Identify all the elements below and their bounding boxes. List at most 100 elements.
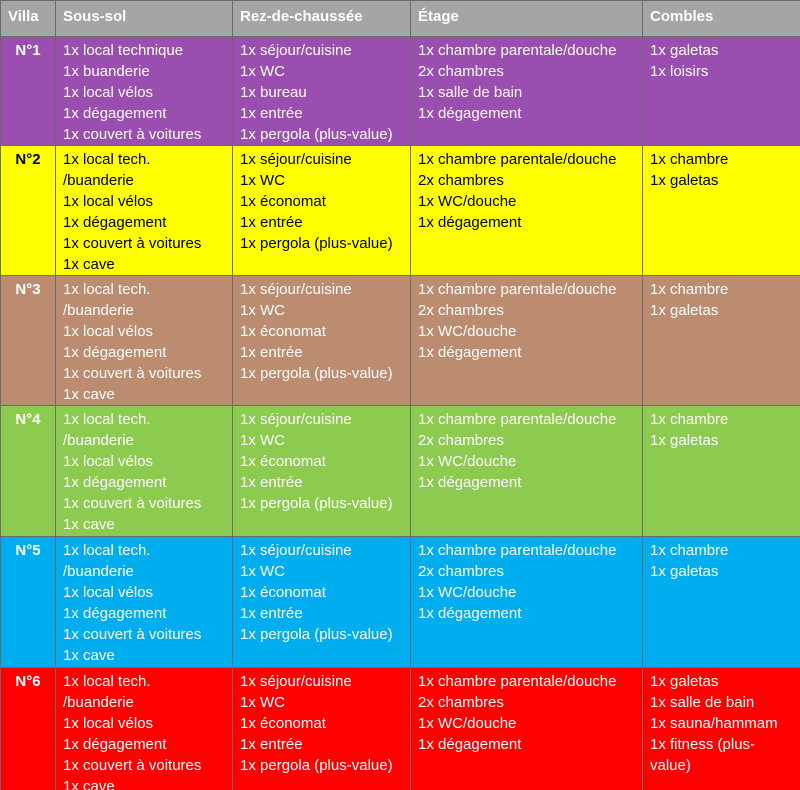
- room-cell: 1x séjour/cuisine 1x WC 1x économat 1x entr…: [232, 405, 411, 537]
- villa-row: N°1 1x local technique 1x buanderie 1x loca…: [0, 36, 800, 146]
- header-cell: Villa: [0, 0, 56, 37]
- room-line: 1x chambre: [650, 542, 729, 559]
- room-line: 1x WC/douche: [418, 193, 517, 210]
- room-line: 1x local vélos: [63, 715, 154, 732]
- room-line: 1x chambre parentale/douche: [418, 151, 617, 168]
- room-line: 1x dégagement: [418, 214, 522, 231]
- room-cell: 1x séjour/cuisine 1x WC 1x bureau 1x entrée…: [232, 36, 411, 146]
- room-cell: 1x galetas 1x salle de bain 1x sauna/hamma…: [642, 667, 800, 790]
- room-line: 2x chambres: [418, 432, 504, 449]
- room-line: 1x buanderie: [63, 63, 150, 80]
- room-cell: 1x séjour/cuisine 1x WC 1x économat 1x entr…: [232, 536, 411, 668]
- room-line: 1x chambre: [650, 281, 729, 298]
- room-line: 1x séjour/cuisine: [240, 281, 352, 298]
- villa-cell: N°3: [0, 275, 56, 406]
- room-line: 1x dégagement: [418, 474, 522, 491]
- room-line: 1x dégagement: [63, 736, 167, 753]
- villa-cell: N°1: [0, 36, 56, 146]
- villa-cell: N°6: [0, 667, 56, 790]
- room-line: 1x séjour/cuisine: [240, 42, 352, 59]
- villa-cell: N°4: [0, 405, 56, 537]
- room-line: 1x entrée: [240, 214, 303, 231]
- room-line: 1x couvert à voitures: [63, 235, 202, 252]
- room-line: 1x local tech.: [63, 151, 151, 168]
- room-line: 1x pergola (plus-value): [240, 495, 393, 512]
- room-line: 1x entrée: [240, 105, 303, 122]
- room-line: 1x économat: [240, 715, 326, 732]
- villa-row: N°3 1x local tech. /buanderie 1x local vélo…: [0, 275, 800, 406]
- room-line: 1x chambre parentale/douche: [418, 42, 617, 59]
- room-line: 1x chambre parentale/douche: [418, 542, 617, 559]
- room-line: 1x entrée: [240, 736, 303, 753]
- villa-row: N°2 1x local tech. /buanderie 1x local vélo…: [0, 145, 800, 276]
- room-line: 1x WC/douche: [418, 584, 517, 601]
- room-line: /buanderie: [63, 694, 134, 711]
- room-line: 1x local vélos: [63, 453, 154, 470]
- room-line: /buanderie: [63, 432, 134, 449]
- room-line: 2x chambres: [418, 694, 504, 711]
- room-line: 1x loisirs: [650, 63, 709, 80]
- room-cell: 1x local tech. /buanderie 1x local vélos 1x…: [55, 536, 233, 668]
- room-line: 1x dégagement: [63, 344, 167, 361]
- villa-row: N°4 1x local tech. /buanderie 1x local vélo…: [0, 405, 800, 537]
- room-line: 1x pergola (plus-value): [240, 626, 393, 643]
- header-row: Villa Sous-sol Rez-de-chaussée Étage Combles: [0, 0, 800, 37]
- room-line: 1x galetas: [650, 563, 719, 580]
- header-cell: Sous-sol: [55, 0, 233, 37]
- room-line: 1x chambre parentale/douche: [418, 411, 617, 428]
- room-line: 1x galetas: [650, 302, 719, 319]
- room-cell: 1x séjour/cuisine 1x WC 1x économat 1x entr…: [232, 667, 411, 790]
- room-line: 1x chambre: [650, 411, 729, 428]
- room-line: 1x pergola (plus-value): [240, 365, 393, 382]
- room-line: /buanderie: [63, 302, 134, 319]
- room-cell: 1x chambre parentale/douche 2x chambres 1x…: [410, 275, 643, 406]
- room-line: 1x couvert à voitures: [63, 495, 202, 512]
- room-line: value): [650, 757, 691, 774]
- room-line: 1x entrée: [240, 474, 303, 491]
- room-line: 1x dégagement: [418, 344, 522, 361]
- room-cell: 1x séjour/cuisine 1x WC 1x économat 1x entr…: [232, 275, 411, 406]
- header-cell: Étage: [410, 0, 643, 37]
- room-line: 1x chambre parentale/douche: [418, 281, 617, 298]
- room-line: 1x local vélos: [63, 323, 154, 340]
- room-cell: 1x local tech. /buanderie 1x local vélos 1x…: [55, 145, 233, 276]
- room-line: 1x galetas: [650, 432, 719, 449]
- room-cell: 1x local technique 1x buanderie 1x local v…: [55, 36, 233, 146]
- room-line: 1x WC: [240, 563, 285, 580]
- villa-cell: N°5: [0, 536, 56, 668]
- room-cell: 1x chambre 1x galetas: [642, 145, 800, 276]
- room-cell: 1x galetas 1x loisirs: [642, 36, 800, 146]
- room-line: 1x entrée: [240, 344, 303, 361]
- room-cell: 1x chambre 1x galetas: [642, 405, 800, 537]
- room-line: 1x salle de bain: [650, 694, 755, 711]
- room-line: 1x couvert à voitures: [63, 126, 202, 143]
- room-line: 1x local tech.: [63, 673, 151, 690]
- room-line: 1x WC/douche: [418, 715, 517, 732]
- room-line: 1x local technique: [63, 42, 184, 59]
- villa-cell: N°2: [0, 145, 56, 276]
- villa-row: N°5 1x local tech. /buanderie 1x local vélo…: [0, 536, 800, 668]
- room-line: 1x fitness (plus-: [650, 736, 756, 753]
- room-cell: 1x chambre parentale/douche 2x chambres 1x…: [410, 667, 643, 790]
- room-line: 1x chambre parentale/douche: [418, 673, 617, 690]
- room-line: /buanderie: [63, 172, 134, 189]
- room-line: 1x séjour/cuisine: [240, 411, 352, 428]
- room-line: 1x WC/douche: [418, 453, 517, 470]
- room-line: 1x dégagement: [63, 105, 167, 122]
- room-cell: 1x local tech. /buanderie 1x local vélos 1x…: [55, 405, 233, 537]
- room-cell: 1x chambre 1x galetas: [642, 536, 800, 668]
- room-cell: 1x chambre parentale/douche 2x chambres 1x…: [410, 405, 643, 537]
- room-line: 1x économat: [240, 193, 326, 210]
- room-line: 1x cave: [63, 386, 115, 403]
- room-line: 1x WC: [240, 694, 285, 711]
- room-line: 1x séjour/cuisine: [240, 673, 352, 690]
- villa-row: N°6 1x local tech. /buanderie 1x local vélo…: [0, 667, 800, 790]
- room-line: 1x dégagement: [63, 214, 167, 231]
- room-cell: 1x local tech. /buanderie 1x local vélos 1x…: [55, 275, 233, 406]
- room-line: 1x local tech.: [63, 281, 151, 298]
- room-line: 1x économat: [240, 453, 326, 470]
- room-line: 1x dégagement: [418, 736, 522, 753]
- room-line: 1x galetas: [650, 42, 719, 59]
- room-line: 2x chambres: [418, 63, 504, 80]
